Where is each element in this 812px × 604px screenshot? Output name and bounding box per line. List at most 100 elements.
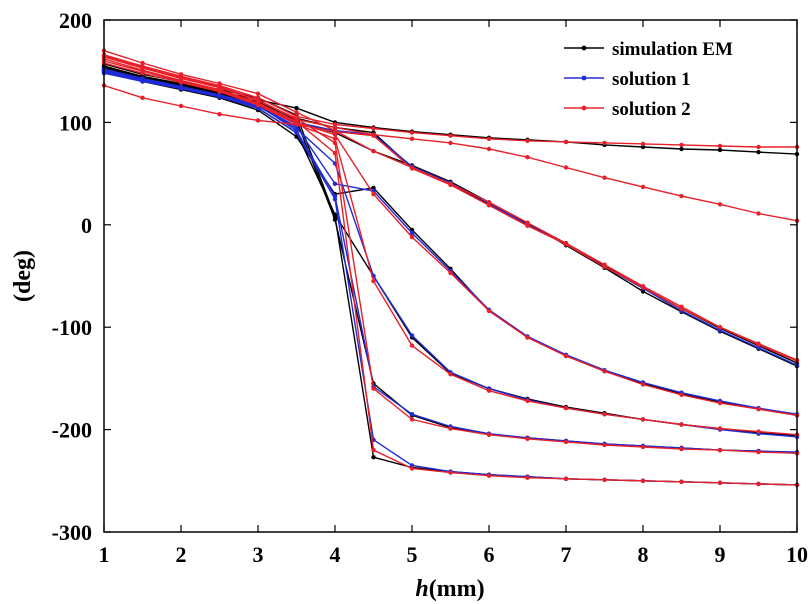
data-point-solution-2	[486, 308, 492, 313]
data-point-solution-2	[409, 417, 415, 422]
series-curves	[101, 48, 800, 488]
data-point-solution-2	[525, 138, 530, 143]
data-point-solution-2	[140, 60, 145, 66]
data-point-solution-2	[486, 388, 492, 393]
data-point-solution-1	[756, 345, 761, 350]
data-point-solution-2	[717, 325, 723, 330]
data-point-solution-2	[679, 479, 684, 484]
data-point-solution-2	[717, 202, 723, 207]
data-point-solution-2	[409, 343, 415, 348]
data-point-solution-2	[756, 429, 761, 434]
data-point-simulation-em	[640, 289, 646, 294]
data-point-solution-2	[217, 84, 222, 89]
x-axis-title-unit: (mm)	[429, 576, 485, 602]
data-point-solution-2	[178, 80, 184, 85]
data-point-solution-2	[140, 71, 145, 76]
data-point-solution-2	[409, 466, 415, 471]
data-point-solution-2	[525, 436, 530, 441]
data-point-solution-2	[717, 447, 723, 453]
data-point-solution-2	[717, 480, 723, 485]
y-tick-label: 0	[81, 213, 92, 238]
data-point-solution-2	[640, 417, 646, 422]
data-point-solution-2	[563, 165, 569, 170]
data-point-solution-2	[255, 91, 261, 96]
data-point-solution-1	[409, 333, 415, 338]
data-point-solution-2	[255, 97, 261, 103]
data-point-solution-2	[371, 191, 376, 197]
data-point-solution-1	[294, 128, 299, 133]
data-point-solution-2	[448, 426, 453, 431]
y-tick-label: 100	[59, 110, 92, 135]
data-point-simulation-em	[332, 214, 338, 219]
data-point-solution-2	[371, 132, 376, 137]
data-point-solution-2	[640, 478, 646, 483]
x-tick-label: 3	[253, 542, 264, 567]
data-point-solution-2	[409, 136, 415, 141]
y-axis-title: (deg)	[10, 250, 36, 302]
data-point-solution-2	[332, 125, 338, 130]
data-point-solution-2	[640, 382, 646, 387]
legend-label-solution-1: solution 1	[612, 69, 691, 90]
data-point-solution-2	[294, 117, 299, 122]
legend-marker-solution-2	[581, 105, 587, 111]
data-point-solution-2	[525, 155, 530, 160]
data-point-solution-2	[756, 449, 761, 455]
series-solution-1	[101, 67, 800, 488]
axis-ticks: 1 2 3 4 5 6 7 8 9 10 200 100 0 -100 -200 -300	[52, 8, 808, 567]
data-point-solution-2	[602, 264, 607, 269]
data-point-solution-2	[448, 270, 453, 276]
data-point-solution-1	[409, 463, 415, 468]
data-point-solution-2	[563, 476, 569, 481]
data-point-solution-2	[679, 142, 684, 148]
x-tick-label: 5	[407, 542, 418, 567]
data-point-solution-2	[409, 234, 415, 240]
data-point-solution-2	[409, 166, 415, 171]
data-point-solution-2	[525, 335, 530, 340]
data-point-solution-1	[332, 193, 338, 199]
data-point-solution-2	[679, 392, 684, 397]
data-point-solution-2	[332, 140, 338, 146]
legend-label-simulation-em: simulation EM	[612, 39, 733, 60]
data-point-solution-2	[756, 144, 761, 150]
data-point-solution-2	[563, 405, 569, 411]
data-point-solution-2	[602, 175, 607, 180]
data-point-solution-2	[640, 444, 646, 450]
data-point-solution-2	[217, 112, 222, 117]
data-point-solution-2	[486, 136, 492, 141]
x-tick-label: 7	[561, 542, 572, 567]
data-point-solution-2	[602, 477, 607, 482]
data-point-solution-2	[525, 475, 530, 480]
data-point-solution-2	[679, 422, 684, 427]
data-point-solution-2	[371, 447, 376, 453]
data-point-solution-2	[371, 126, 376, 131]
data-point-solution-2	[679, 446, 684, 452]
data-point-solution-1	[140, 79, 145, 84]
y-tick-label: 200	[59, 8, 92, 33]
data-point-solution-2	[525, 223, 530, 228]
data-point-solution-2	[756, 341, 761, 346]
data-point-solution-2	[640, 285, 646, 290]
data-point-solution-1	[409, 412, 415, 417]
data-point-solution-1	[178, 86, 184, 91]
data-point-solution-2	[217, 89, 222, 94]
data-point-simulation-em	[640, 144, 646, 150]
data-point-solution-2	[717, 400, 723, 406]
data-point-solution-1	[332, 181, 338, 186]
x-tick-label: 2	[176, 542, 187, 567]
data-point-solution-2	[486, 432, 492, 437]
data-point-simulation-em	[371, 455, 376, 460]
data-point-solution-2	[448, 182, 453, 188]
legend-label-solution-2: solution 2	[612, 99, 691, 120]
plot-area-frame	[103, 19, 798, 533]
series-line-solution-1	[103, 72, 798, 438]
data-point-solution-2	[448, 470, 453, 475]
legend-marker-simulation-em	[581, 45, 587, 51]
data-point-solution-2	[602, 140, 607, 146]
data-point-solution-2	[602, 412, 607, 417]
x-tick-label: 9	[715, 542, 726, 567]
x-axis-title: h(mm)	[415, 576, 484, 602]
data-point-solution-2	[602, 442, 607, 448]
data-point-solution-2	[332, 129, 338, 134]
data-point-solution-2	[679, 193, 684, 199]
